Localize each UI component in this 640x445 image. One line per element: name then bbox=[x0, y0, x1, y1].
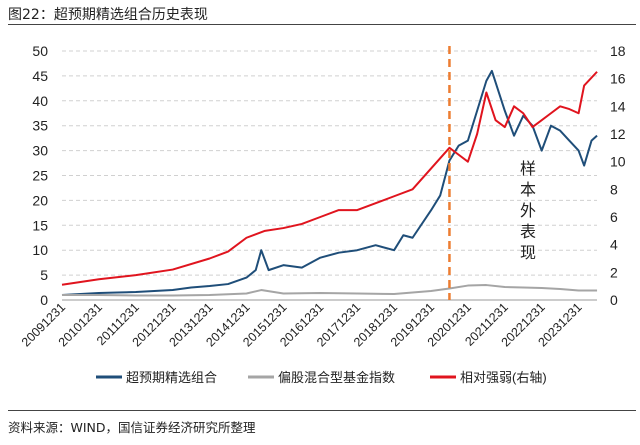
y-right-tick-label: 14 bbox=[610, 98, 626, 114]
source-rule bbox=[8, 410, 636, 411]
y-right-tick-label: 6 bbox=[610, 209, 618, 225]
y-right-tick-label: 18 bbox=[610, 43, 626, 59]
y-right-tick-label: 0 bbox=[610, 292, 618, 308]
y-right-tick-label: 12 bbox=[610, 126, 626, 142]
legend-label: 超预期精选组合 bbox=[126, 370, 217, 385]
y-left-tick-label: 30 bbox=[32, 143, 48, 159]
y-right-tick-label: 4 bbox=[610, 237, 618, 253]
title-rule bbox=[8, 24, 636, 25]
series-line bbox=[61, 71, 598, 286]
y-left-tick-label: 40 bbox=[32, 93, 48, 109]
legend-label: 相对强弱(右轴) bbox=[460, 370, 547, 385]
chart: 0510152025303540455002468101214161820091… bbox=[19, 43, 626, 385]
series-line bbox=[62, 284, 598, 297]
y-left-tick-label: 25 bbox=[32, 168, 48, 184]
y-left-tick-label: 20 bbox=[32, 192, 48, 208]
series-line bbox=[61, 69, 598, 297]
y-right-tick-label: 16 bbox=[610, 71, 626, 87]
y-right-tick-label: 8 bbox=[610, 181, 618, 197]
y-right-tick-label: 2 bbox=[610, 264, 618, 280]
y-left-tick-label: 10 bbox=[32, 242, 48, 258]
y-left-tick-label: 0 bbox=[40, 292, 48, 308]
y-left-tick-label: 35 bbox=[32, 118, 48, 134]
figure-title: 图22：超预期精选组合历史表现 bbox=[8, 7, 208, 23]
legend-label: 偏股混合型基金指数 bbox=[278, 370, 395, 385]
source-note: 资料来源：WIND，国信证券经济研究所整理 bbox=[8, 420, 256, 435]
y-left-tick-label: 50 bbox=[32, 43, 48, 59]
y-left-tick-label: 5 bbox=[40, 267, 48, 283]
y-left-tick-label: 15 bbox=[32, 217, 48, 233]
out-of-sample-annotation: 样本外表现 bbox=[517, 160, 536, 265]
y-right-tick-label: 10 bbox=[610, 154, 626, 170]
y-left-tick-label: 45 bbox=[32, 68, 48, 84]
